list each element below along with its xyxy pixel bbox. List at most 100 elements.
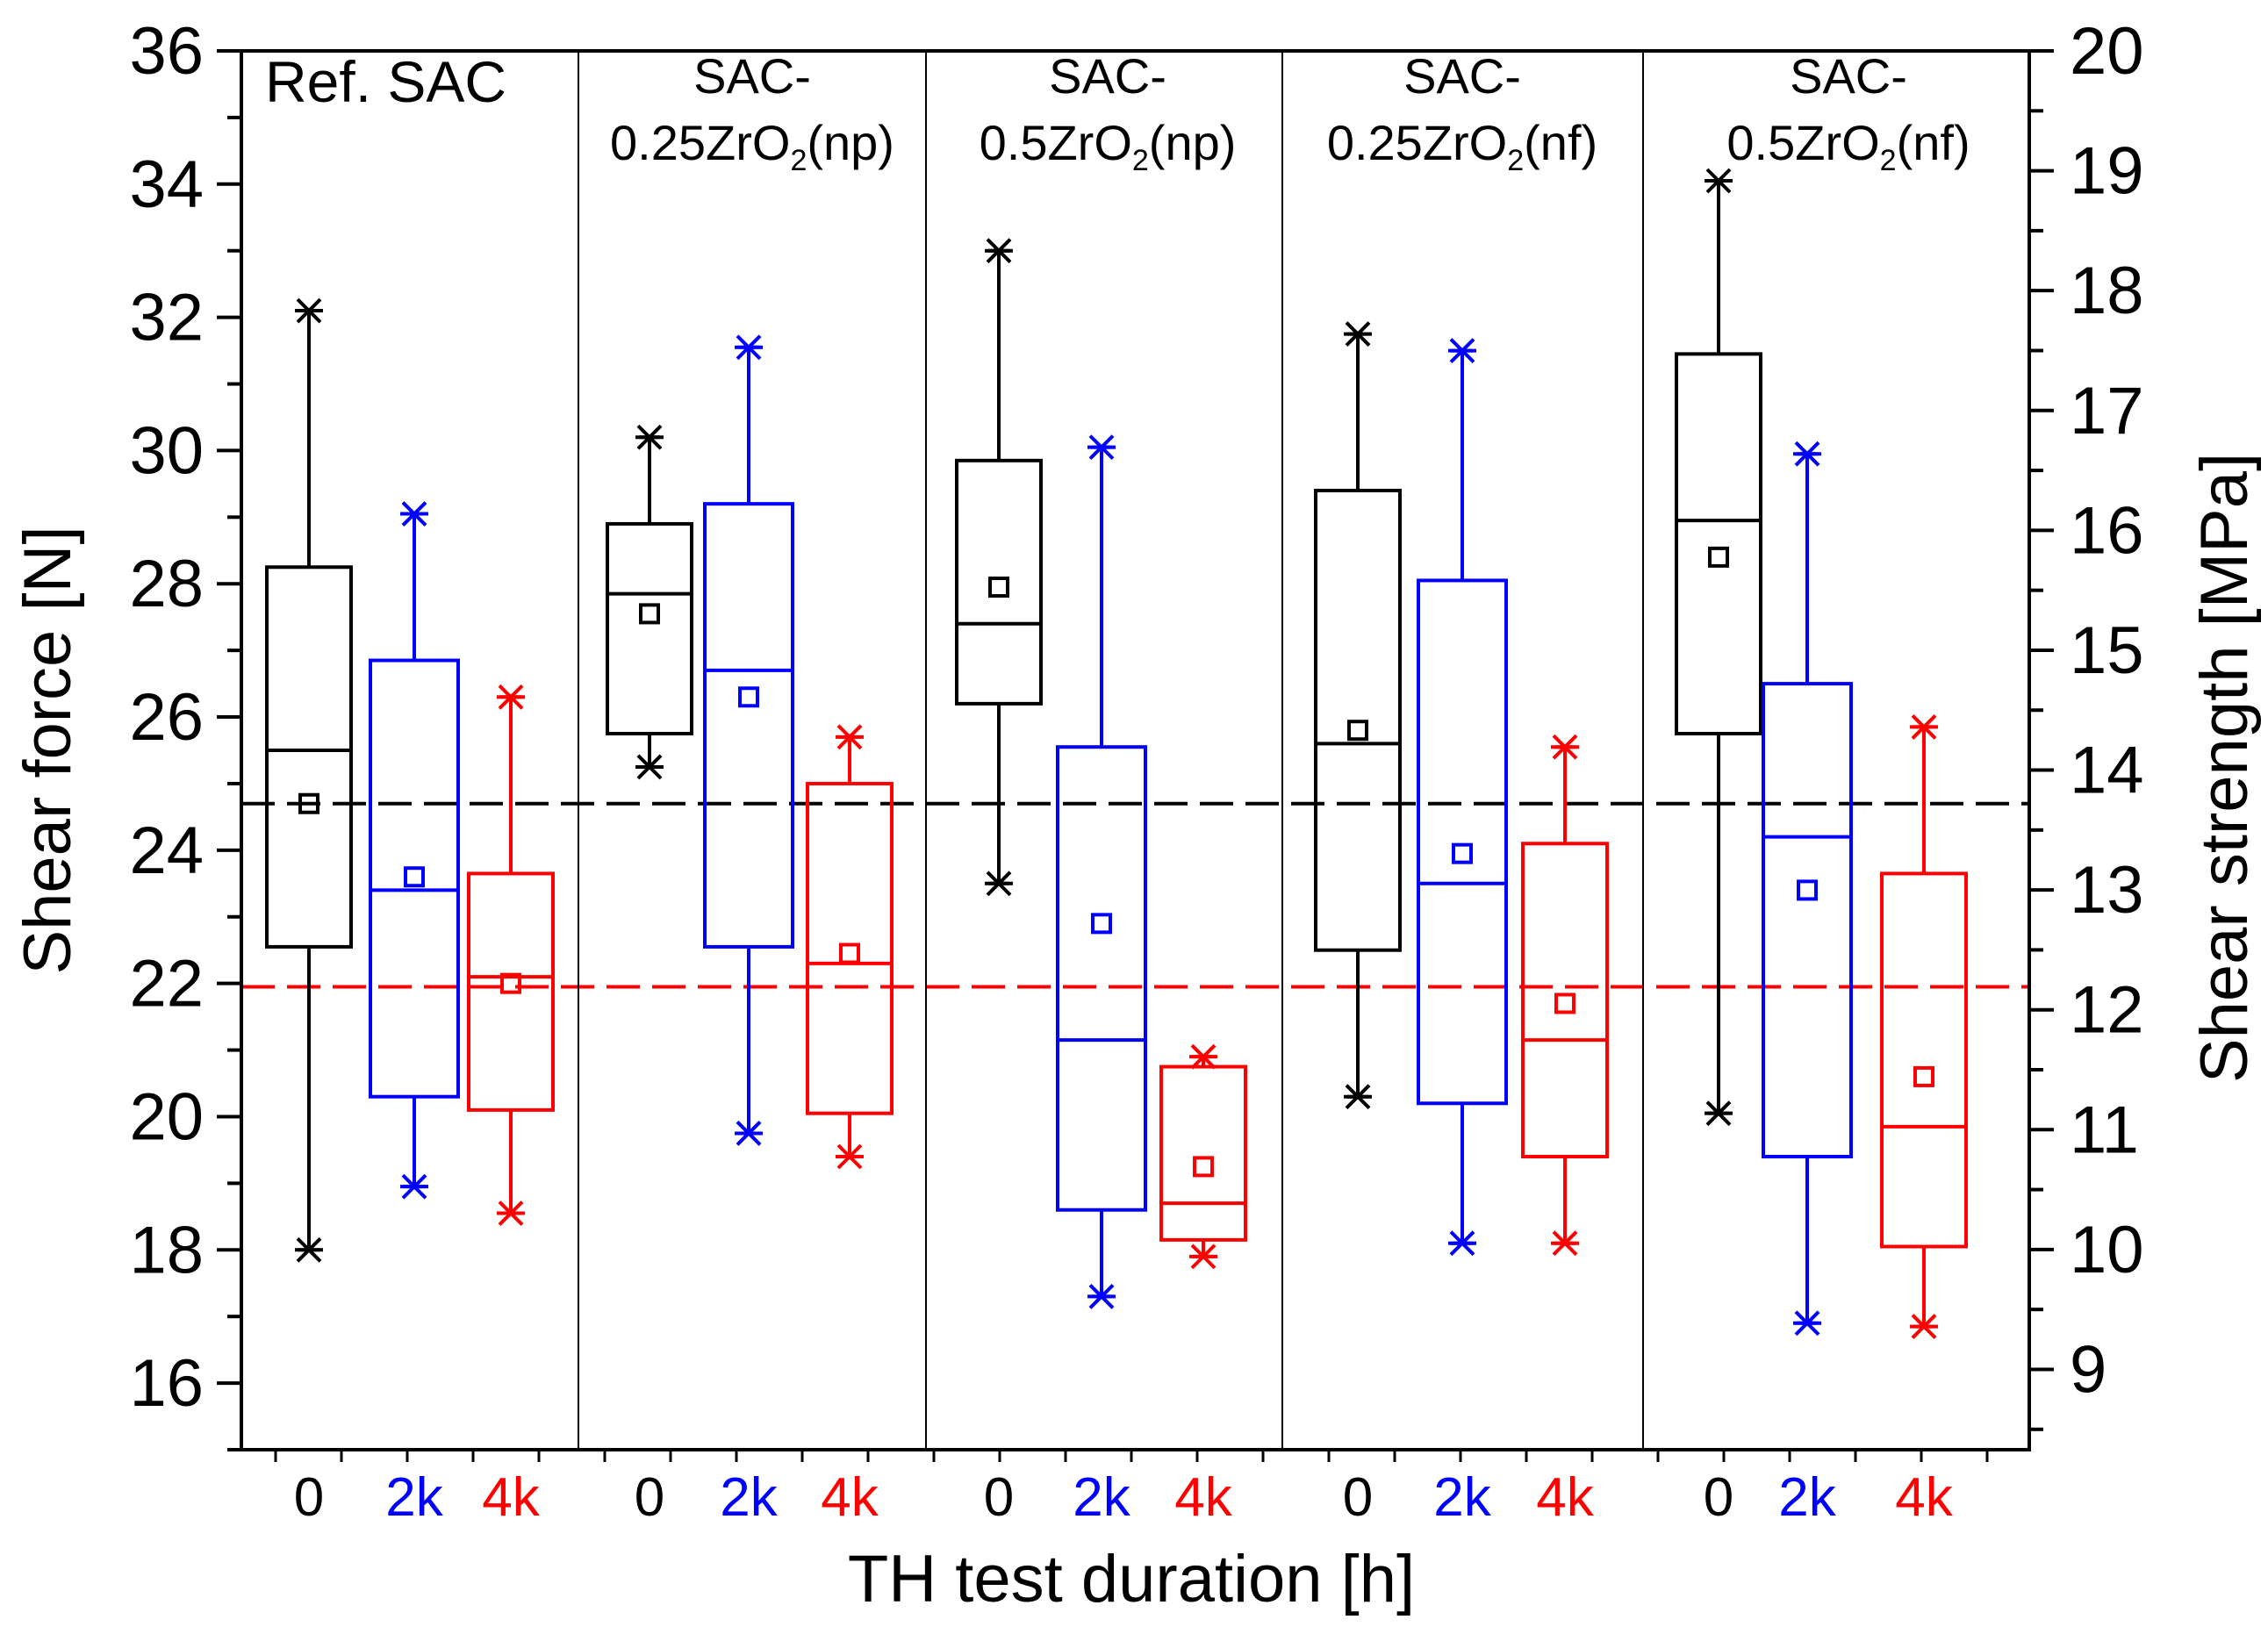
- y-axis-title-right: Shear strength [MPa]: [2187, 453, 2262, 1083]
- group-title-line2: 0.25ZrO2(np): [610, 115, 894, 177]
- min-marker: [1189, 1243, 1217, 1270]
- box-iqr: [1159, 1064, 1247, 1242]
- mean-marker: [738, 686, 759, 708]
- right-tick-label: 11: [2070, 1093, 2139, 1167]
- right-tick-label: 16: [2070, 493, 2144, 568]
- mean-marker: [1347, 720, 1368, 742]
- box-iqr: [467, 871, 555, 1112]
- max-marker: [635, 424, 664, 450]
- group-title-line1: SAC-: [1403, 48, 1521, 104]
- max-marker: [295, 297, 323, 324]
- box-iqr: [806, 781, 894, 1115]
- min-marker: [836, 1143, 864, 1170]
- mean-marker: [639, 603, 660, 625]
- right-tick-label: 18: [2070, 254, 2144, 328]
- x-category-label: 0: [294, 1467, 324, 1528]
- right-tick-label: 14: [2070, 734, 2144, 808]
- min-marker: [400, 1173, 428, 1200]
- max-marker: [1087, 434, 1116, 461]
- right-tick-label: 17: [2070, 374, 2144, 448]
- x-category-label: 4k: [1536, 1467, 1594, 1528]
- left-tick-label: 34: [129, 147, 204, 222]
- min-marker: [1448, 1230, 1476, 1257]
- group-title-formula: 0.5ZrO: [980, 115, 1132, 170]
- max-marker: [1910, 714, 1938, 740]
- right-tick-label: 19: [2070, 134, 2144, 209]
- group-title-line2: 0.25ZrO2(nf): [1327, 115, 1597, 177]
- y-axis-title-left: Shear force [N]: [11, 526, 85, 974]
- max-marker: [1448, 338, 1476, 363]
- mean-marker: [1193, 1156, 1214, 1178]
- mean-marker: [988, 577, 1009, 598]
- group-title-suffix: (nf): [1524, 115, 1597, 170]
- mean-marker: [839, 942, 860, 964]
- x-category-label: 2k: [385, 1467, 443, 1528]
- min-marker: [985, 871, 1013, 897]
- group-title-subscript: 2: [1880, 144, 1897, 177]
- x-category-label: 4k: [1174, 1467, 1232, 1528]
- min-marker: [1910, 1314, 1938, 1339]
- group-title-line1: SAC-: [1790, 48, 1907, 104]
- group-title-subscript: 2: [1132, 144, 1149, 177]
- left-tick-label: 20: [129, 1079, 204, 1154]
- min-marker: [1344, 1084, 1372, 1110]
- mean-marker: [1554, 993, 1575, 1014]
- mean-marker: [1091, 913, 1112, 935]
- max-marker: [735, 334, 763, 361]
- left-tick-label: 18: [129, 1213, 204, 1287]
- group-title-line1: SAC-: [1049, 48, 1166, 104]
- group-title-formula: 0.5ZrO: [1726, 115, 1879, 170]
- max-marker: [836, 724, 864, 750]
- mean-marker: [500, 972, 521, 994]
- right-tick-label: 10: [2070, 1213, 2144, 1287]
- max-marker: [985, 238, 1013, 264]
- x-category-label: 4k: [1895, 1467, 1953, 1528]
- box-iqr: [1762, 682, 1853, 1159]
- group-title-subscript: 2: [1507, 144, 1524, 177]
- right-tick-label: 12: [2070, 973, 2144, 1048]
- right-tick-label: 20: [2070, 14, 2144, 89]
- right-tick-label: 9: [2070, 1332, 2107, 1407]
- max-marker: [1344, 321, 1372, 348]
- left-tick-label: 24: [129, 813, 204, 888]
- mean-marker: [1913, 1065, 1934, 1087]
- group-title-subscript: 2: [790, 144, 807, 177]
- mean-marker: [404, 866, 425, 888]
- group-title: Ref. SAC: [265, 49, 506, 114]
- group-title-suffix: (nf): [1897, 115, 1970, 170]
- x-category-label: 2k: [1433, 1467, 1491, 1528]
- mean-marker: [298, 792, 319, 814]
- box-iqr: [1675, 352, 1762, 736]
- group-title-formula: 0.25ZrO: [1327, 115, 1507, 170]
- left-tick-label: 30: [129, 413, 204, 488]
- box-iqr: [1521, 842, 1609, 1159]
- max-marker: [400, 501, 428, 527]
- box-iqr: [703, 502, 794, 949]
- max-marker: [497, 684, 525, 710]
- min-marker: [497, 1200, 525, 1226]
- x-category-label: 0: [1704, 1467, 1733, 1528]
- mean-marker: [1708, 546, 1729, 568]
- box-iqr: [1314, 488, 1402, 952]
- group-title-line2: 0.5ZrO2(np): [980, 115, 1237, 177]
- group-title-line1: SAC-: [693, 48, 811, 104]
- box-iqr: [265, 565, 353, 949]
- min-marker: [635, 754, 664, 780]
- max-marker: [1793, 441, 1821, 467]
- min-marker: [1793, 1310, 1821, 1337]
- group-title-suffix: (np): [1149, 115, 1237, 170]
- x-category-label: 4k: [821, 1467, 879, 1528]
- plot-frame: [240, 49, 2031, 1451]
- min-marker: [295, 1236, 323, 1263]
- x-category-label: 0: [984, 1467, 1014, 1528]
- group-title-suffix: (np): [807, 115, 894, 170]
- box-iqr: [1056, 745, 1147, 1212]
- mean-marker: [1797, 879, 1818, 901]
- min-marker: [1551, 1230, 1579, 1257]
- left-tick-label: 26: [129, 680, 204, 755]
- left-tick-label: 22: [129, 947, 204, 1021]
- x-category-label: 0: [635, 1467, 664, 1528]
- max-marker: [1705, 168, 1733, 194]
